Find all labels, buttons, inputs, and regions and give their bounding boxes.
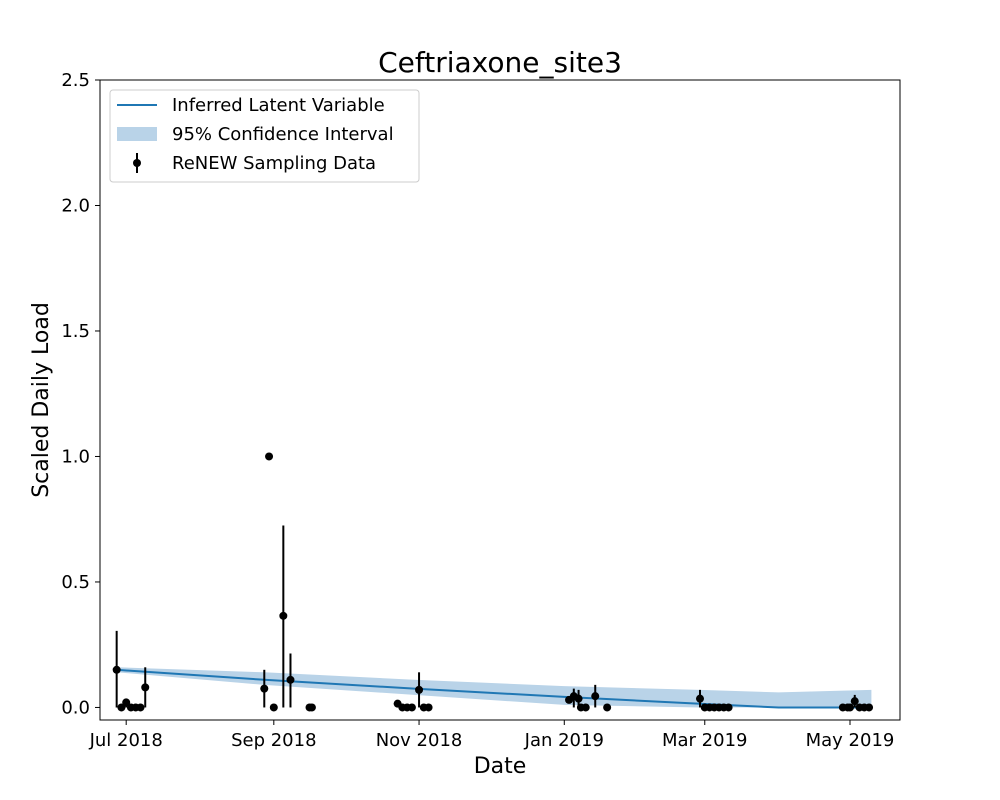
legend-label-data: ReNEW Sampling Data [172,153,376,174]
data-point [260,684,269,693]
data-point [117,703,126,712]
data-point [141,683,150,692]
data-point [279,611,288,620]
y-tick-label: 1.5 [61,321,90,342]
y-tick-label: 0.0 [61,697,90,718]
data-point [265,452,274,461]
data-point [724,703,733,712]
y-axis-label: Scaled Daily Load [29,302,54,498]
y-tick-label: 2.5 [61,70,90,91]
x-axis-label: Date [474,754,527,779]
data-point [696,694,704,703]
x-tick-label: Jan 2019 [524,730,604,751]
sampling-data-layer [112,452,874,712]
x-tick-label: Mar 2019 [662,730,748,751]
x-tick-label: Sep 2018 [231,730,316,751]
data-point [286,675,295,684]
data-point [407,703,416,712]
data-point [136,703,145,712]
plot-frame [99,79,901,721]
data-point [850,697,859,706]
y-axis-ticks: 0.0 0.5 1.0 1.5 2.0 2.5 [61,70,100,718]
data-point [591,692,600,701]
x-tick-label: Jul 2018 [89,730,163,751]
x-tick-label: Nov 2018 [376,730,463,751]
data-point [122,698,131,707]
data-point [574,694,583,703]
data-point [269,703,278,712]
y-tick-label: 2.0 [61,195,90,216]
y-tick-label: 0.5 [61,572,90,593]
legend: Inferred Latent Variable 95% Confidence … [109,89,420,183]
chart-title: Ceftriaxone_site3 [378,46,622,79]
confidence-band-layer [116,667,872,708]
data-point [581,703,590,712]
data-point [865,703,874,712]
confidence-band [116,667,872,708]
data-point [424,703,433,712]
data-point [307,703,316,712]
legend-label-line: Inferred Latent Variable [172,95,385,116]
legend-label-band: 95% Confidence Interval [172,124,394,145]
data-point [603,703,612,712]
data-point [415,685,424,694]
x-tick-label: May 2019 [806,730,895,751]
y-tick-label: 1.0 [61,446,90,467]
legend-box [109,89,420,183]
legend-point-swatch [133,159,141,167]
legend-band-swatch [117,127,157,141]
data-point [846,703,854,712]
x-axis-ticks: Jul 2018 Sep 2018 Nov 2018 Jan 2019 Mar 2019… [89,720,895,751]
data-point [112,665,121,674]
